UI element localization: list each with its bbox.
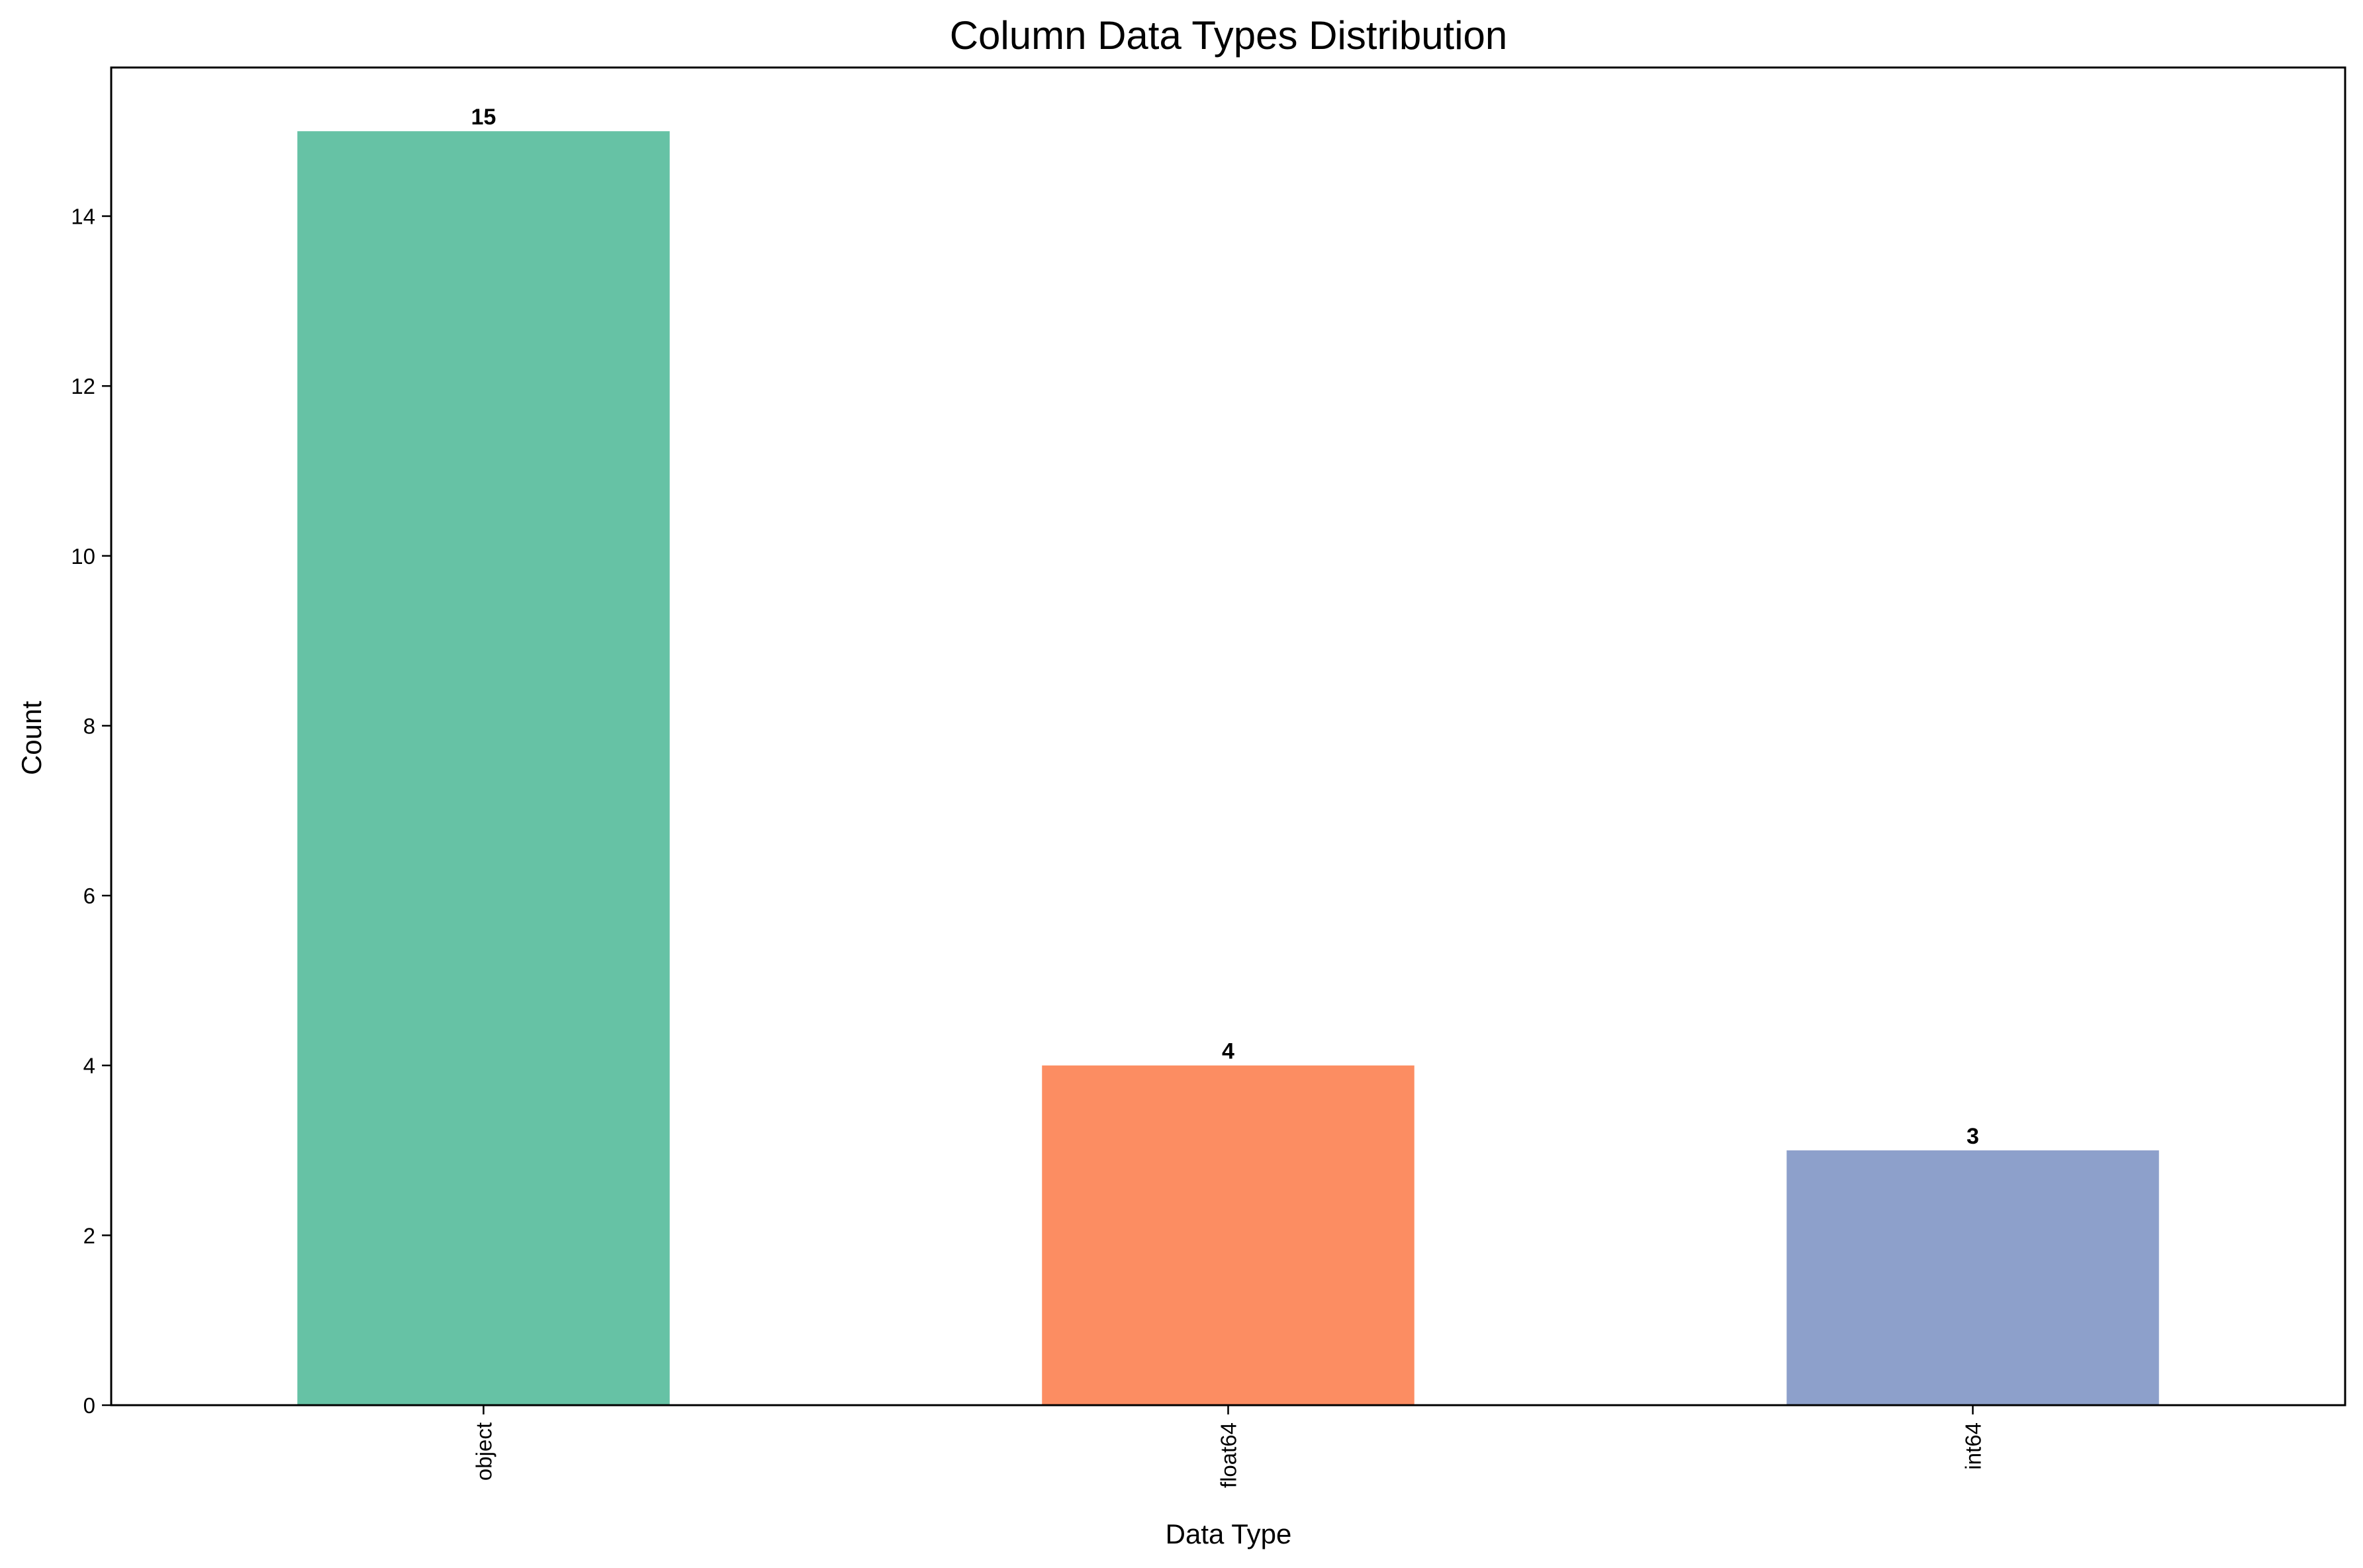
x-tick-label-int64: int64: [1961, 1422, 1986, 1470]
ticks-layer: object float64 int64 0 2 4 6 8 10 12 14: [71, 205, 1985, 1489]
bar-int64: [1786, 1150, 2159, 1405]
y-tick-label-2: 2: [83, 1223, 95, 1248]
y-tick-label-4: 4: [83, 1054, 95, 1078]
y-tick-label-6: 6: [83, 884, 95, 908]
y-tick-label-0: 0: [83, 1393, 95, 1418]
data-label-float64: 4: [1222, 1039, 1234, 1064]
y-axis-label: Count: [16, 701, 47, 775]
data-label-int64: 3: [1967, 1124, 1979, 1149]
x-axis-label: Data Type: [1166, 1518, 1292, 1549]
chart-title: Column Data Types Distribution: [950, 13, 1508, 58]
bar-object: [297, 131, 670, 1406]
plot-area-frame: [110, 66, 2346, 1407]
y-tick-label-14: 14: [71, 205, 95, 229]
data-label-object: 15: [471, 105, 496, 130]
x-tick-label-float64: float64: [1217, 1422, 1241, 1488]
bar-float64: [1042, 1065, 1414, 1405]
x-tick-label-object: object: [472, 1422, 496, 1481]
y-tick-label-8: 8: [83, 714, 95, 738]
bars-layer: [297, 131, 2159, 1406]
y-tick-label-10: 10: [71, 544, 95, 569]
y-tick-label-12: 12: [71, 374, 95, 398]
